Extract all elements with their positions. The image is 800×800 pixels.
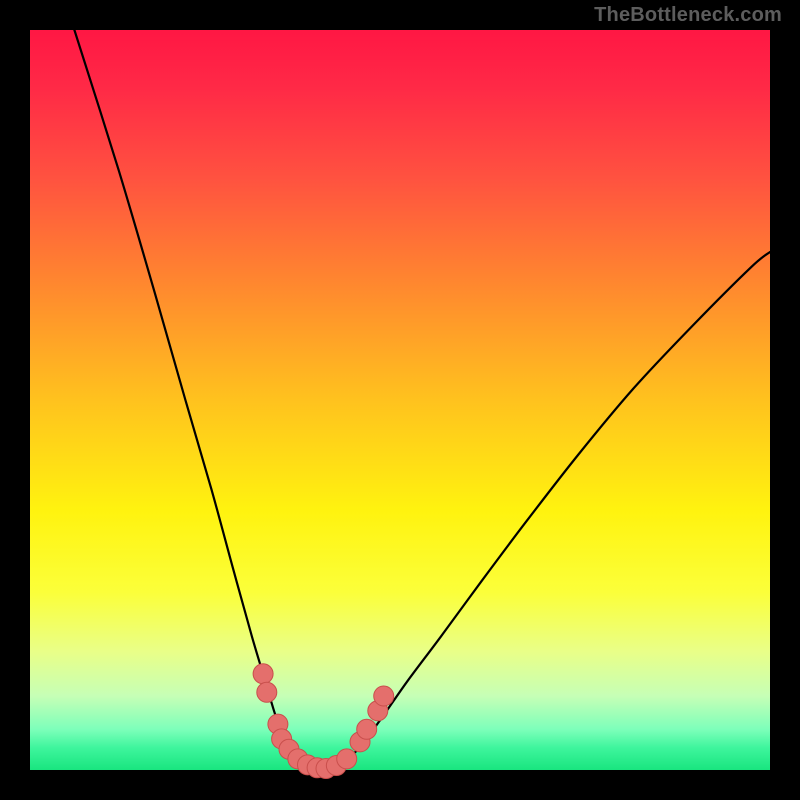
marker-point <box>257 682 277 702</box>
marker-point <box>357 719 377 739</box>
marker-point <box>374 686 394 706</box>
figure-frame: TheBottleneck.com <box>0 0 800 800</box>
marker-point <box>253 664 273 684</box>
gradient-background <box>30 30 770 770</box>
bottleneck-chart <box>0 0 800 800</box>
watermark-text: TheBottleneck.com <box>594 4 782 27</box>
marker-point <box>337 749 357 769</box>
